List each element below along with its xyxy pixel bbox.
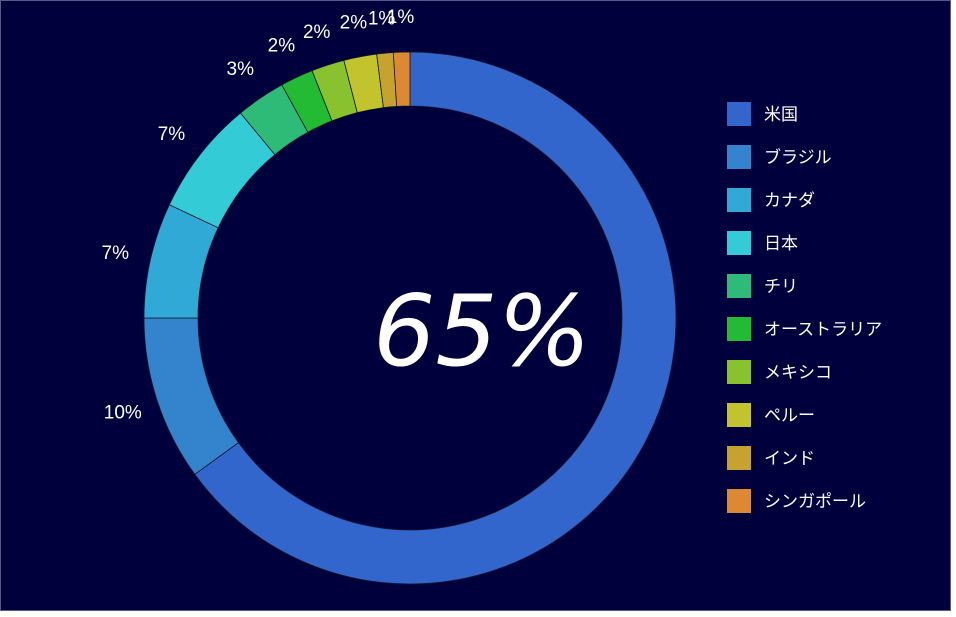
- legend-swatch-4: [727, 274, 751, 298]
- legend-swatch-6: [727, 360, 751, 384]
- legend-label-2: カナダ: [764, 191, 815, 211]
- legend-label-0: 米国: [764, 105, 798, 125]
- legend-swatch-8: [727, 446, 751, 470]
- percent-label-9: 1%: [387, 7, 415, 28]
- legend-label-8: インド: [764, 449, 815, 469]
- percent-label-8: 1%: [368, 8, 396, 29]
- donut-slice-1: [143, 317, 240, 475]
- legend-swatch-2: [727, 188, 751, 212]
- donut-slice-9: [392, 51, 411, 107]
- legend-label-5: オーストラリア: [764, 320, 882, 340]
- legend-swatch-9: [727, 489, 751, 513]
- percent-label-3: 7%: [158, 124, 186, 145]
- legend-swatch-1: [727, 145, 751, 169]
- donut-slice-0: [194, 51, 677, 585]
- percent-label-1: 10%: [104, 402, 142, 423]
- legend-label-6: メキシコ: [764, 363, 832, 383]
- percent-label-2: 7%: [102, 243, 130, 264]
- legend-label-1: ブラジル: [764, 147, 832, 168]
- legend-label-9: シンガポール: [764, 492, 866, 512]
- percent-label-5: 2%: [268, 36, 296, 57]
- percent-label-4: 3%: [227, 59, 255, 80]
- donut-slices: [143, 51, 677, 585]
- percent-label-6: 2%: [303, 22, 331, 43]
- center-percent-label: 65%: [373, 275, 591, 389]
- percent-label-7: 2%: [340, 12, 368, 33]
- legend-swatch-0: [727, 102, 751, 126]
- legend-label-3: 日本: [764, 234, 798, 254]
- legend-label-7: ペルー: [764, 406, 815, 426]
- percent-labels: 10%7%7%3%2%2% 2% 1%1%: [102, 7, 415, 423]
- legend-swatch-3: [727, 231, 751, 255]
- legend-label-4: チリ: [764, 277, 798, 297]
- legend-swatch-5: [727, 317, 751, 341]
- legend-swatch-7: [727, 403, 751, 427]
